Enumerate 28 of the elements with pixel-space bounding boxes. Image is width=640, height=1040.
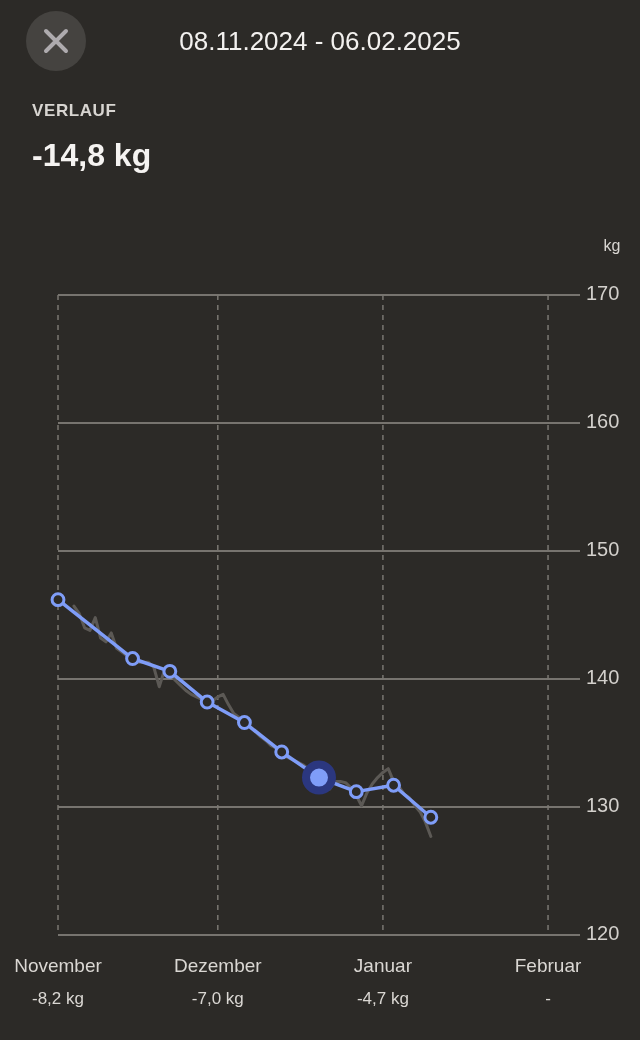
text: -7,0 kg: [191, 989, 244, 1008]
chart-title: 08.11.2024 - 06.02.2025: [179, 26, 461, 56]
y-tick-label: 130: [586, 794, 620, 817]
y-axis-title: kg: [603, 237, 621, 254]
y-tick-label: 170: [586, 282, 620, 305]
point: [302, 760, 336, 795]
x-tick-label: Dezember: [173, 955, 263, 976]
point: [50, 592, 66, 608]
point: [348, 784, 364, 800]
text: -14,8 kg: [32, 137, 152, 173]
text: -: [545, 989, 551, 1008]
y-tick-label: 140: [586, 666, 620, 689]
y-tick-label: 150: [586, 538, 620, 561]
x-tick-label: November: [14, 955, 103, 976]
y-tick-label: 120: [586, 922, 620, 945]
point: [386, 777, 401, 793]
point: [162, 663, 178, 679]
text: -4,7 kg: [356, 989, 409, 1008]
point: [237, 715, 252, 730]
point: [274, 744, 290, 760]
point: [423, 809, 439, 825]
y-tick-label: 160: [586, 410, 620, 433]
chart-subtitle: VERLAUF: [32, 101, 117, 120]
point: [199, 694, 215, 710]
x-tick-label: Februar: [514, 955, 582, 976]
text: -8,2 kg: [32, 989, 84, 1008]
point: [125, 651, 140, 666]
x-tick-label: Januar: [353, 955, 413, 976]
